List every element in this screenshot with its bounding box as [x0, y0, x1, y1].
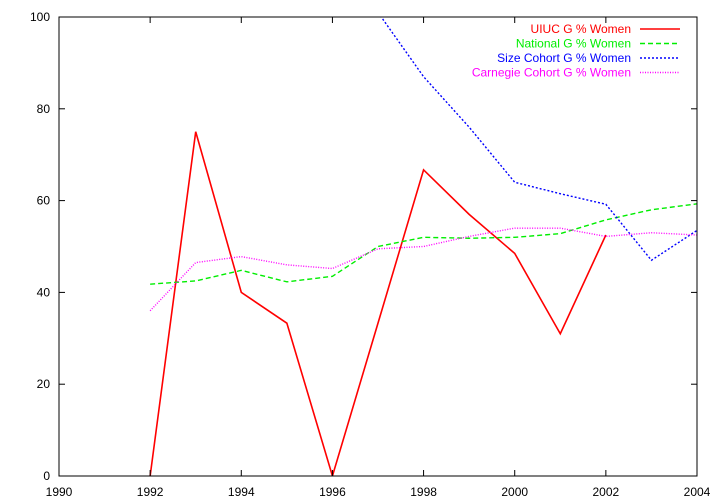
y-tick-label: 0 [43, 469, 50, 483]
series-line-0 [149, 131, 607, 476]
x-tick-label: 1992 [137, 485, 164, 499]
plot-frame [58, 16, 698, 477]
x-tick-label: 1990 [46, 485, 73, 499]
x-tick-label: 2000 [501, 485, 528, 499]
x-tick-label: 1994 [228, 485, 255, 499]
legend-label-0: UIUC G % Women [531, 22, 631, 36]
x-tick-label: 1996 [319, 485, 346, 499]
series-line-3 [149, 227, 697, 312]
x-axis: 1990 1992 1994 1996 1998 2000 2002 2004 [46, 17, 711, 499]
x-tick-label: 1998 [410, 485, 437, 499]
x-tick-label: 2002 [593, 485, 620, 499]
legend-label-2: Size Cohort G % Women [497, 51, 631, 65]
y-tick-label: 100 [30, 10, 50, 24]
series-line-2 [380, 17, 697, 262]
series-line-1 [150, 203, 697, 285]
legend-label-1: National G % Women [516, 37, 631, 51]
plot-lines [149, 17, 697, 476]
y-tick-label: 20 [37, 377, 51, 391]
y-axis: 0 20 40 60 80 100 [30, 10, 697, 483]
y-tick-label: 80 [37, 102, 51, 116]
legend-label-3: Carnegie Cohort G % Women [472, 66, 631, 80]
y-tick-label: 40 [37, 285, 51, 299]
y-tick-label: 60 [37, 194, 51, 208]
plot-border [58, 16, 698, 477]
x-tick-label: 2004 [684, 485, 711, 499]
